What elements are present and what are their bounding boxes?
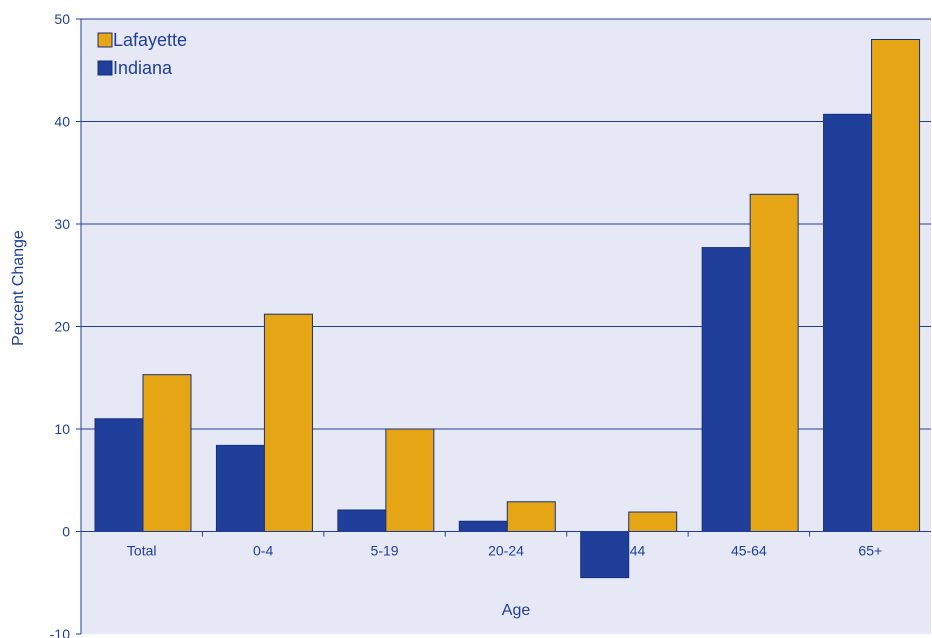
bar-lafayette-04 bbox=[263, 313, 313, 533]
bar-indiana-2024 bbox=[458, 520, 508, 532]
x-category-label: 20-24 bbox=[488, 543, 524, 559]
bar-lafayette-2544 bbox=[628, 511, 678, 533]
legend: Lafayette Indiana bbox=[97, 30, 187, 78]
bar-indiana-519 bbox=[337, 509, 387, 533]
y-tick-label: -10 bbox=[50, 626, 70, 638]
x-category-label: 65+ bbox=[858, 543, 882, 559]
x-category-label: 25-44 bbox=[610, 543, 646, 559]
bar-indiana-65 bbox=[823, 113, 873, 532]
bars bbox=[94, 39, 921, 579]
bar-lafayette-65 bbox=[871, 39, 921, 532]
x-category-label: 45-64 bbox=[731, 543, 767, 559]
legend-label: Lafayette bbox=[113, 30, 187, 50]
bar-lafayette-2024 bbox=[506, 501, 556, 532]
x-category-labels: Total 0-4 5-19 20-24 25-44 45-64 65+ bbox=[127, 543, 882, 559]
bar-lafayette-519 bbox=[385, 428, 435, 532]
y-tick-label: 0 bbox=[62, 524, 70, 540]
y-axis-title: Percent Change bbox=[10, 230, 27, 346]
bar-indiana-4564 bbox=[701, 247, 751, 532]
y-tick-label: 40 bbox=[54, 114, 70, 130]
bar-indiana-total bbox=[94, 418, 144, 532]
bar-indiana-04 bbox=[215, 444, 265, 532]
legend-swatch bbox=[97, 32, 113, 48]
x-category-label: Total bbox=[127, 543, 157, 559]
y-tick-label: 20 bbox=[54, 319, 70, 335]
y-tick-label: 30 bbox=[54, 216, 70, 232]
legend-swatch bbox=[97, 60, 113, 76]
y-tick-labels: -10 0 10 20 30 40 50 bbox=[50, 11, 81, 638]
bar-lafayette-4564 bbox=[749, 193, 799, 532]
bar-indiana-2544 bbox=[580, 531, 630, 579]
bar-lafayette-total bbox=[142, 374, 192, 532]
legend-label: Indiana bbox=[113, 58, 173, 78]
x-category-label: 5-19 bbox=[371, 543, 399, 559]
y-tick-label: 10 bbox=[54, 421, 70, 437]
x-axis-title: Age bbox=[502, 602, 531, 619]
x-category-label: 0-4 bbox=[253, 543, 273, 559]
y-tick-label: 50 bbox=[54, 11, 70, 27]
